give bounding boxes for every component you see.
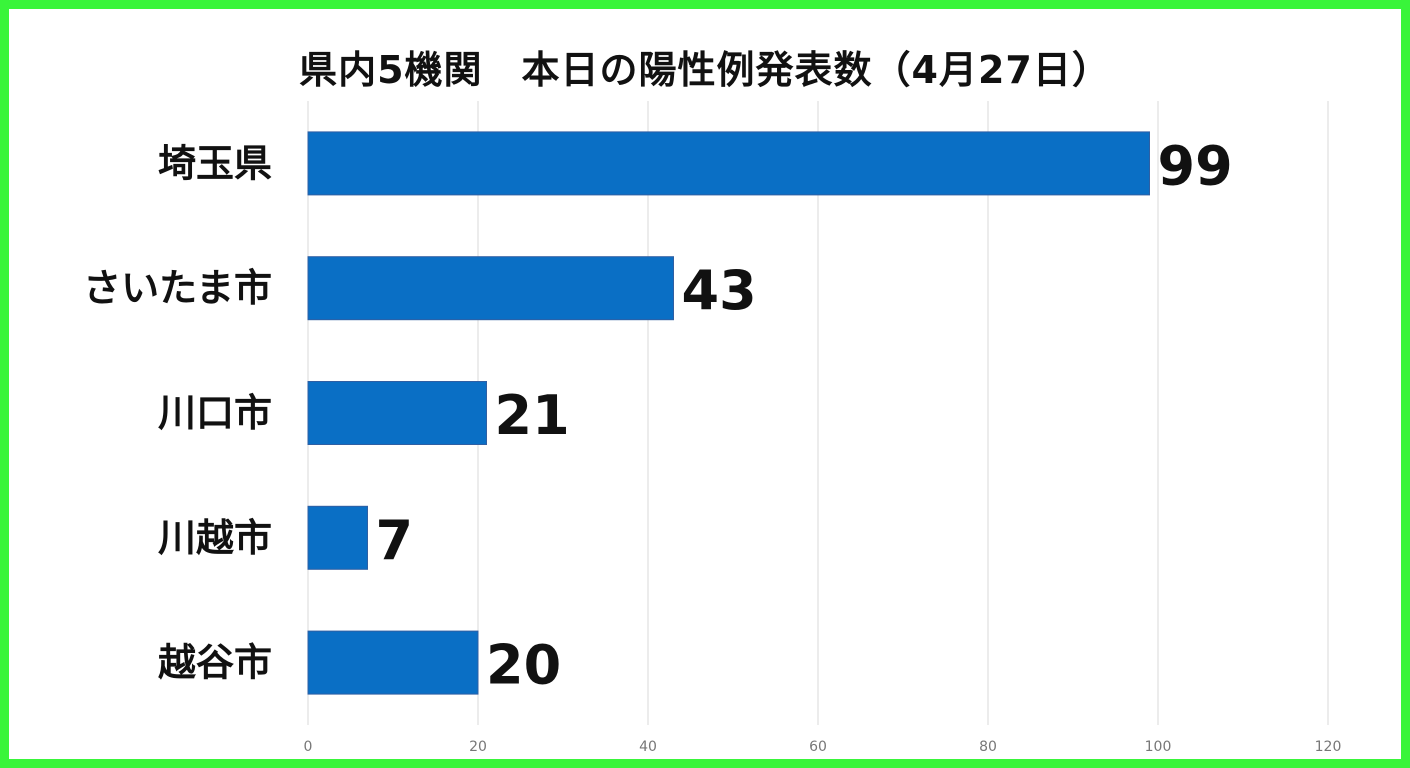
category-label: 川越市 bbox=[158, 516, 272, 560]
category-label: 川口市 bbox=[158, 391, 272, 435]
category-label: さいたま市 bbox=[83, 266, 272, 310]
chart-title: 県内5機関 本日の陽性例発表数（4月27日） bbox=[299, 48, 1111, 92]
data-label: 99 bbox=[1158, 134, 1233, 197]
bar-chart: 0 20 40 60 80 100 120 埼玉県 99 さいたま市 43 川口市 21 川越市 7 越谷市 2… bbox=[83, 101, 1341, 755]
x-tick-label: 20 bbox=[469, 739, 487, 755]
data-label: 21 bbox=[495, 384, 570, 447]
x-tick-label: 80 bbox=[979, 739, 997, 755]
x-tick-label: 100 bbox=[1145, 739, 1172, 755]
bar bbox=[307, 256, 674, 321]
data-label: 43 bbox=[682, 259, 757, 322]
bar-layer bbox=[307, 131, 1150, 695]
category-label: 埼玉県 bbox=[158, 141, 272, 185]
grid-layer bbox=[307, 101, 1329, 725]
category-label: 越谷市 bbox=[158, 641, 272, 685]
bar bbox=[307, 381, 487, 445]
x-tick-label: 40 bbox=[639, 739, 657, 755]
x-tick-label: 0 bbox=[304, 739, 313, 755]
label-layer: 0 20 40 60 80 100 120 埼玉県 99 さいたま市 43 川口市 21 川越市 7 越谷市 2… bbox=[83, 134, 1341, 755]
bar bbox=[307, 131, 1150, 196]
data-label: 20 bbox=[486, 634, 561, 697]
data-label: 7 bbox=[376, 509, 414, 572]
bar bbox=[307, 630, 479, 695]
bar bbox=[307, 505, 368, 570]
x-tick-label: 60 bbox=[809, 739, 827, 755]
x-tick-label: 120 bbox=[1315, 739, 1342, 755]
